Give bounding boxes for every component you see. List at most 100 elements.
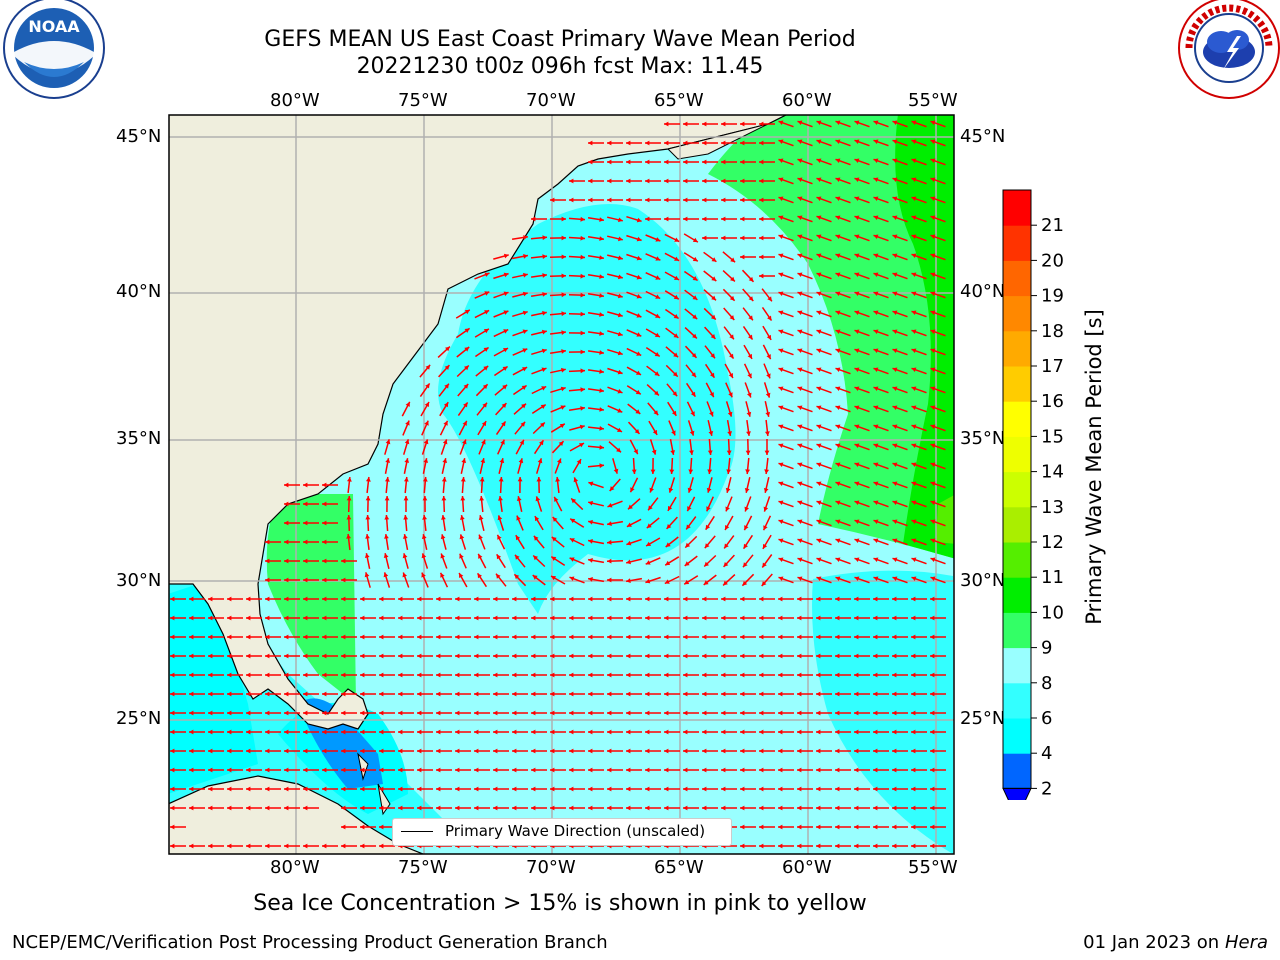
wave-arrow-head — [930, 158, 936, 163]
wave-arrow-head — [341, 558, 346, 564]
wave-arrow-head — [683, 729, 688, 735]
wave-arrow-head — [892, 767, 897, 773]
colorbar-tick-label: 20 — [1041, 250, 1064, 271]
wave-arrow-head — [645, 596, 650, 602]
wave-arrow-head — [436, 786, 441, 792]
wave-arrow-head — [721, 805, 726, 811]
wave-arrow-head — [588, 634, 593, 640]
wave-arrow-head — [384, 515, 390, 520]
wave-arrow-head — [569, 767, 574, 773]
period-band-8s — [438, 204, 736, 614]
wave-arrow-head — [835, 729, 840, 735]
wave-arrow-head — [498, 477, 504, 482]
wave-arrow-head — [521, 403, 526, 409]
wave-arrow-head — [265, 729, 270, 735]
wave-arrow-head — [493, 710, 498, 716]
wave-arrow-head — [746, 411, 752, 417]
wave-arrow-head — [721, 710, 726, 716]
wave-arrow-head — [555, 477, 560, 482]
wave-arrow-head — [892, 748, 897, 754]
wave-arrow-head — [709, 392, 714, 398]
wave-arrow-head — [626, 672, 631, 678]
wave-arrow-head — [626, 729, 631, 735]
wave-arrow-head — [930, 196, 936, 201]
wave-arrow-head — [569, 786, 574, 792]
wave-arrow-head — [512, 710, 517, 716]
wave-arrow-head — [246, 691, 251, 697]
wave-arrow-head — [493, 634, 498, 640]
wave-arrow-head — [740, 729, 745, 735]
wave-arrow-head — [854, 120, 860, 125]
wave-arrow-head — [322, 558, 327, 564]
wave-arrow-head — [599, 312, 604, 317]
wave-arrow-head — [607, 729, 612, 735]
wave-arrow-head — [759, 273, 764, 279]
wave-arrow-head — [531, 653, 536, 659]
wave-arrow-head — [930, 500, 936, 505]
wave-arrow-head — [542, 273, 547, 278]
lon-label-bottom: 60°W — [782, 857, 832, 878]
wave-arrow-head — [743, 543, 748, 549]
wave-arrow-head — [767, 296, 772, 302]
wave-arrow-head — [561, 330, 566, 335]
wave-arrow-head — [265, 843, 270, 849]
wave-arrow-head — [341, 653, 346, 659]
wave-arrow-head — [835, 234, 841, 239]
wave-arrow-head — [579, 424, 585, 430]
wave-arrow-head — [531, 786, 536, 792]
wave-arrow-head — [930, 557, 936, 562]
wave-arrow-head — [873, 386, 879, 391]
wave-arrow-head — [322, 615, 327, 621]
wave-arrow-head — [835, 177, 841, 182]
wave-arrow-head — [460, 496, 466, 501]
colorbar-segment — [1003, 612, 1031, 649]
wave-arrow-head — [835, 767, 840, 773]
wave-arrow-head — [664, 767, 669, 773]
wave-arrow-head — [747, 353, 752, 359]
wave-arrow-head — [474, 596, 479, 602]
wave-arrow-head — [417, 672, 422, 678]
wave-arrow-head — [246, 729, 251, 735]
wave-arrow-head — [729, 353, 734, 359]
wave-arrow-head — [227, 653, 232, 659]
wave-arrow-head — [459, 573, 464, 578]
wave-arrow-head — [436, 805, 441, 811]
wave-arrow-head — [599, 463, 604, 469]
wave-arrow-head — [683, 653, 688, 659]
wave-arrow-head — [835, 557, 841, 562]
wave-arrow-head — [535, 496, 541, 502]
wave-arrow-head — [797, 443, 803, 448]
wave-arrow-head — [493, 729, 498, 735]
wave-arrow-head — [322, 596, 327, 602]
colorbar-tick-label: 12 — [1041, 532, 1064, 553]
colorbar-segment — [1003, 190, 1031, 226]
wave-arrow-head — [588, 653, 593, 659]
wave-arrow-head — [778, 310, 784, 315]
wave-arrow-head — [816, 158, 822, 163]
wave-arrow-head — [607, 748, 612, 754]
wave-arrow-head — [759, 615, 764, 621]
wave-arrow-head — [797, 291, 803, 296]
wave-arrow-head — [706, 506, 711, 512]
wave-arrow-head — [816, 767, 821, 773]
wave-arrow-head — [930, 538, 936, 543]
wave-arrow-head — [607, 615, 612, 621]
wave-arrow-head — [189, 653, 194, 659]
wave-arrow-head — [911, 538, 917, 543]
wave-arrow-head — [512, 653, 517, 659]
wave-arrow-head — [702, 197, 707, 203]
wave-arrow-head — [816, 786, 821, 792]
wave-arrow-head — [503, 253, 509, 259]
wave-arrow-head — [759, 596, 764, 602]
wave-arrow-head — [493, 653, 498, 659]
wave-arrow-head — [599, 388, 604, 393]
lon-label-top: 70°W — [526, 90, 576, 111]
wave-arrow-head — [522, 329, 528, 334]
wave-arrow-head — [854, 691, 859, 697]
wave-arrow-head — [417, 729, 422, 735]
wave-arrow-head — [588, 500, 593, 506]
wave-arrow-head — [873, 691, 878, 697]
wave-arrow-head — [516, 515, 521, 521]
wave-arrow-head — [930, 310, 936, 315]
wave-arrow-head — [721, 216, 726, 222]
